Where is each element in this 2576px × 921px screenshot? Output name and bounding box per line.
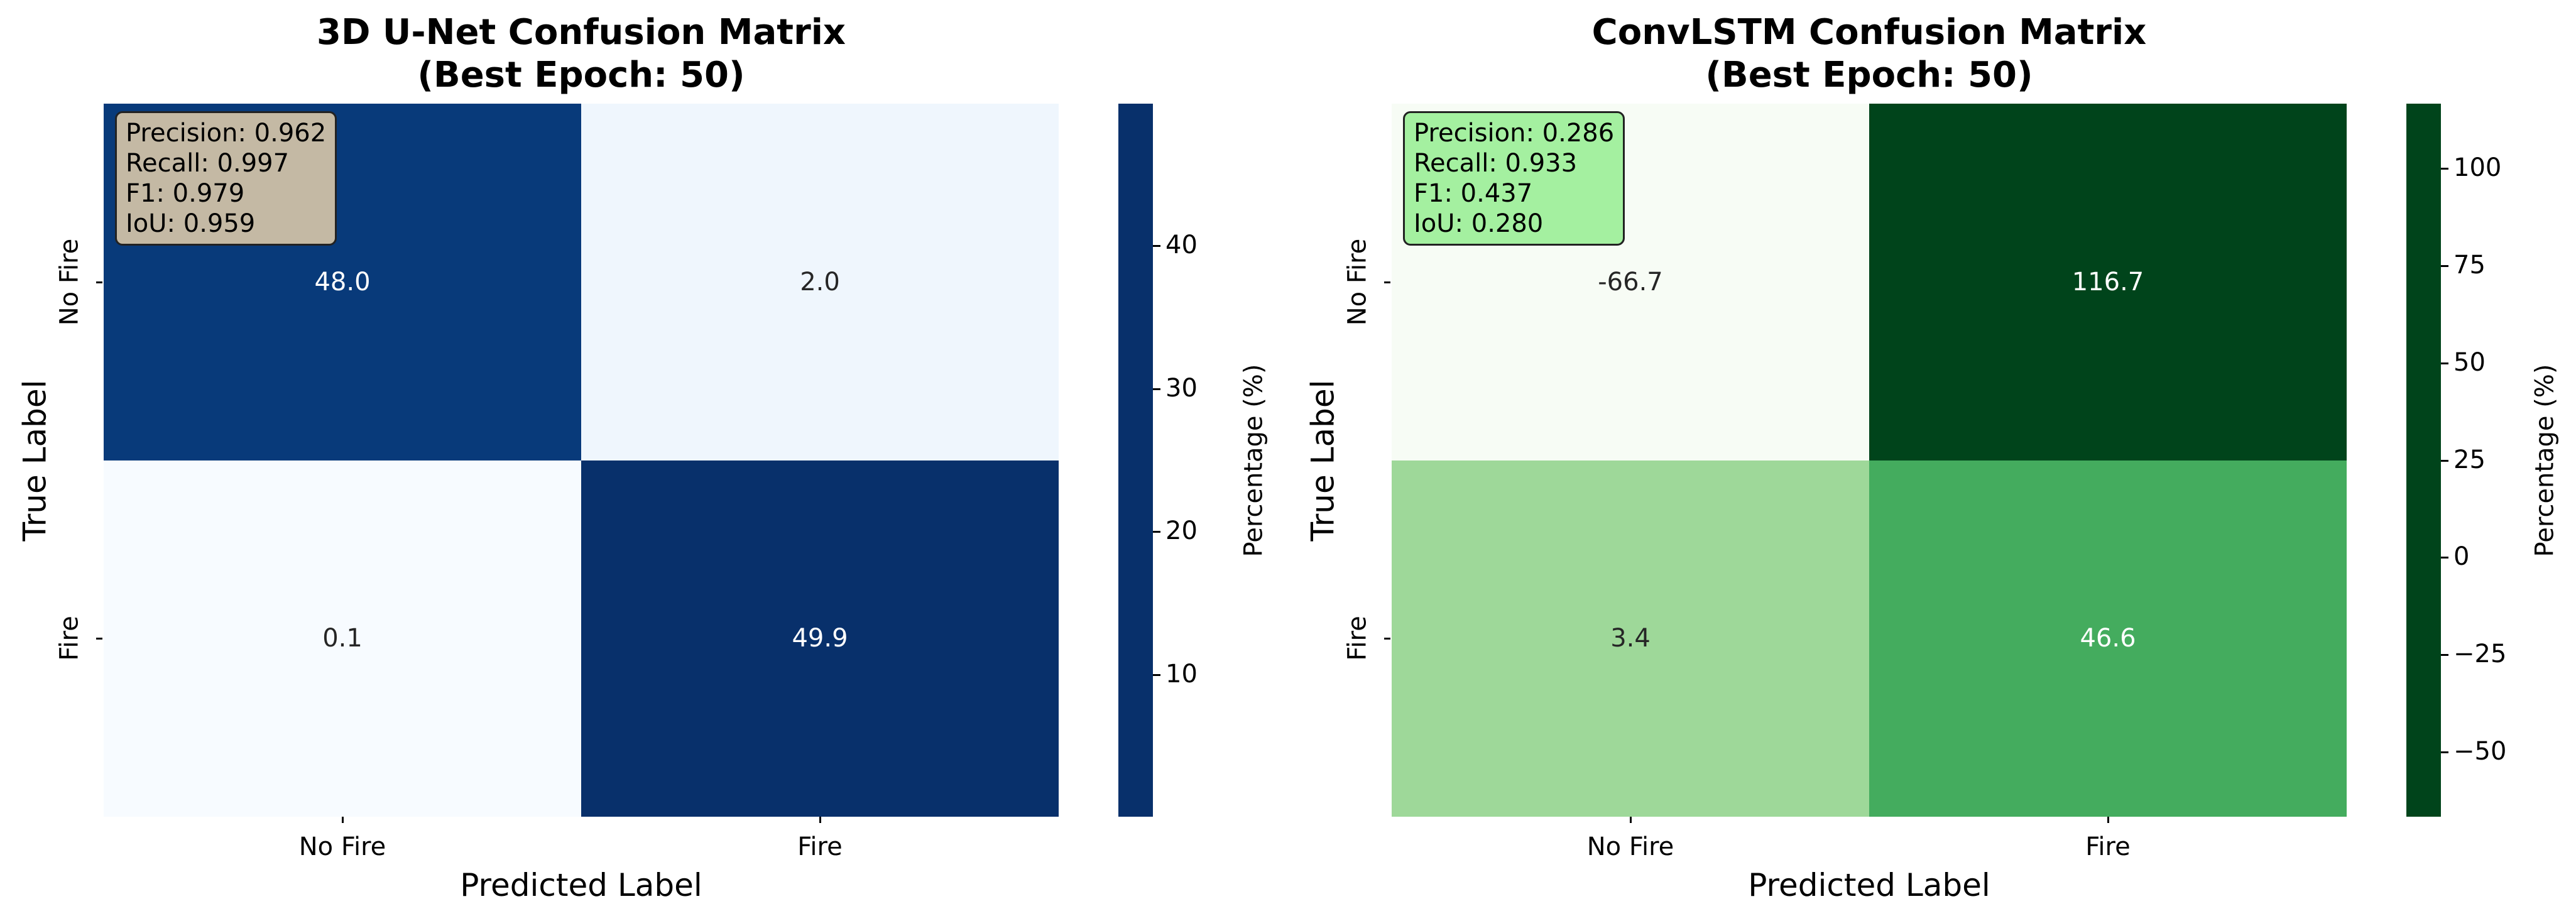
- colorbar-tick-mark: [2441, 459, 2448, 462]
- metric-line: IoU: 0.280: [1414, 209, 1544, 238]
- colorbar-tick-label: 30: [1165, 373, 1198, 403]
- colorbar-tick-mark: [1153, 388, 1160, 390]
- colorbar-tick-label: 10: [1165, 660, 1198, 689]
- metric-line: Precision: 0.286: [1414, 119, 1615, 148]
- heatmap-cell-0-1: 2.0: [581, 104, 1059, 460]
- colorbar-tick-mark: [2441, 557, 2448, 559]
- colorbar-tick-mark: [2441, 265, 2448, 268]
- metrics-box: Precision: 0.962 Recall: 0.997 F1: 0.979 Io…: [115, 111, 337, 246]
- chart-title-line1: 3D U-Net Confusion Matrix: [316, 12, 846, 53]
- metric-line: F1: 0.437: [1414, 179, 1533, 208]
- colorbar-tick-label: 50: [2453, 347, 2486, 377]
- metrics-box: Precision: 0.286 Recall: 0.933 F1: 0.437 Io…: [1403, 111, 1625, 246]
- colorbar-label: Percentage (%): [2530, 364, 2559, 557]
- y-tick-label: No Fire: [1342, 238, 1372, 326]
- heatmap-cell-1-0: 3.4: [1392, 460, 1869, 817]
- colorbar-tick-mark: [2441, 751, 2448, 753]
- chart-title-line1: ConvLSTM Confusion Matrix: [1591, 12, 2147, 53]
- heatmap-grid: 48.0 2.0 0.1 49.9: [104, 104, 1059, 817]
- cell-value-label: 116.7: [2071, 267, 2144, 297]
- x-tick-label: Fire: [2085, 832, 2131, 861]
- colorbar-label: Percentage (%): [1238, 364, 1268, 557]
- colorbar-tick-label: 75: [2453, 251, 2486, 280]
- colorbar-tick-label: −50: [2453, 736, 2507, 766]
- chart-title: ConvLSTM Confusion Matrix (Best Epoch: 50…: [1392, 11, 2347, 97]
- colorbar-tick-mark: [1153, 531, 1160, 533]
- cell-value-label: 49.9: [792, 624, 848, 653]
- cell-value-label: 0.1: [322, 624, 363, 653]
- chart-title: 3D U-Net Confusion Matrix (Best Epoch: 50…: [104, 11, 1059, 97]
- unet-confusion-matrix-panel: 3D U-Net Confusion Matrix (Best Epoch: 50…: [16, 11, 1268, 903]
- convlstm-confusion-matrix-panel: ConvLSTM Confusion Matrix (Best Epoch: 50…: [1288, 0, 2576, 921]
- y-axis-label: True Label: [16, 379, 53, 541]
- colorbar-tick-mark: [2441, 653, 2448, 656]
- chart-title-line2: (Best Epoch: 50): [1705, 55, 2033, 95]
- colorbar-tick-label: 0: [2453, 542, 2470, 572]
- x-tick-mark: [2107, 817, 2109, 823]
- heatmap-grid: -66.7 116.7 3.4 46.6: [1392, 104, 2347, 817]
- x-axis-label: Predicted Label: [1748, 867, 1990, 903]
- metric-line: IoU: 0.959: [126, 209, 256, 238]
- colorbar-tick-label: 40: [1165, 230, 1198, 259]
- colorbar-tick-mark: [1153, 674, 1160, 677]
- cell-value-label: 3.4: [1610, 624, 1651, 653]
- y-tick-mark: [1384, 281, 1390, 283]
- y-tick-mark: [96, 638, 102, 640]
- x-tick-label: No Fire: [298, 832, 386, 861]
- colorbar-tick-label: 20: [1165, 516, 1198, 546]
- cell-value-label: 46.6: [2080, 624, 2136, 653]
- y-axis-label: True Label: [1304, 379, 1341, 541]
- y-tick-mark: [1384, 638, 1390, 640]
- heatmap-cell-1-1: 49.9: [581, 460, 1059, 817]
- x-tick-mark: [342, 817, 344, 823]
- y-tick-label: No Fire: [54, 238, 84, 326]
- metric-line: Precision: 0.962: [126, 119, 327, 148]
- cell-value-label: 2.0: [800, 267, 840, 297]
- chart-title-line2: (Best Epoch: 50): [417, 55, 745, 95]
- metric-line: F1: 0.979: [126, 179, 245, 208]
- cell-value-label: -66.7: [1598, 267, 1663, 297]
- metric-line: Recall: 0.933: [1414, 149, 1578, 178]
- colorbar-tick-label: 100: [2453, 153, 2502, 183]
- colorbar-tick-label: −25: [2453, 639, 2507, 668]
- colorbar: [1118, 104, 1153, 817]
- heatmap-cell-1-0: 0.1: [104, 460, 581, 817]
- colorbar-tick-mark: [2441, 362, 2448, 364]
- cell-value-label: 48.0: [314, 267, 371, 297]
- y-tick-mark: [96, 281, 102, 283]
- colorbar-tick-label: 25: [2453, 445, 2486, 474]
- x-tick-label: No Fire: [1586, 832, 1674, 861]
- y-tick-label: Fire: [1343, 616, 1372, 661]
- metric-line: Recall: 0.997: [126, 149, 290, 178]
- colorbar-tick-mark: [2441, 168, 2448, 170]
- x-axis-label: Predicted Label: [460, 867, 702, 903]
- heatmap-cell-0-1: 116.7: [1869, 104, 2347, 460]
- x-tick-mark: [1630, 817, 1632, 823]
- x-tick-mark: [819, 817, 821, 823]
- colorbar: [2406, 104, 2441, 817]
- x-tick-label: Fire: [797, 832, 843, 861]
- heatmap-cell-1-1: 46.6: [1869, 460, 2347, 817]
- y-tick-label: Fire: [55, 616, 84, 661]
- colorbar-tick-mark: [1153, 244, 1160, 247]
